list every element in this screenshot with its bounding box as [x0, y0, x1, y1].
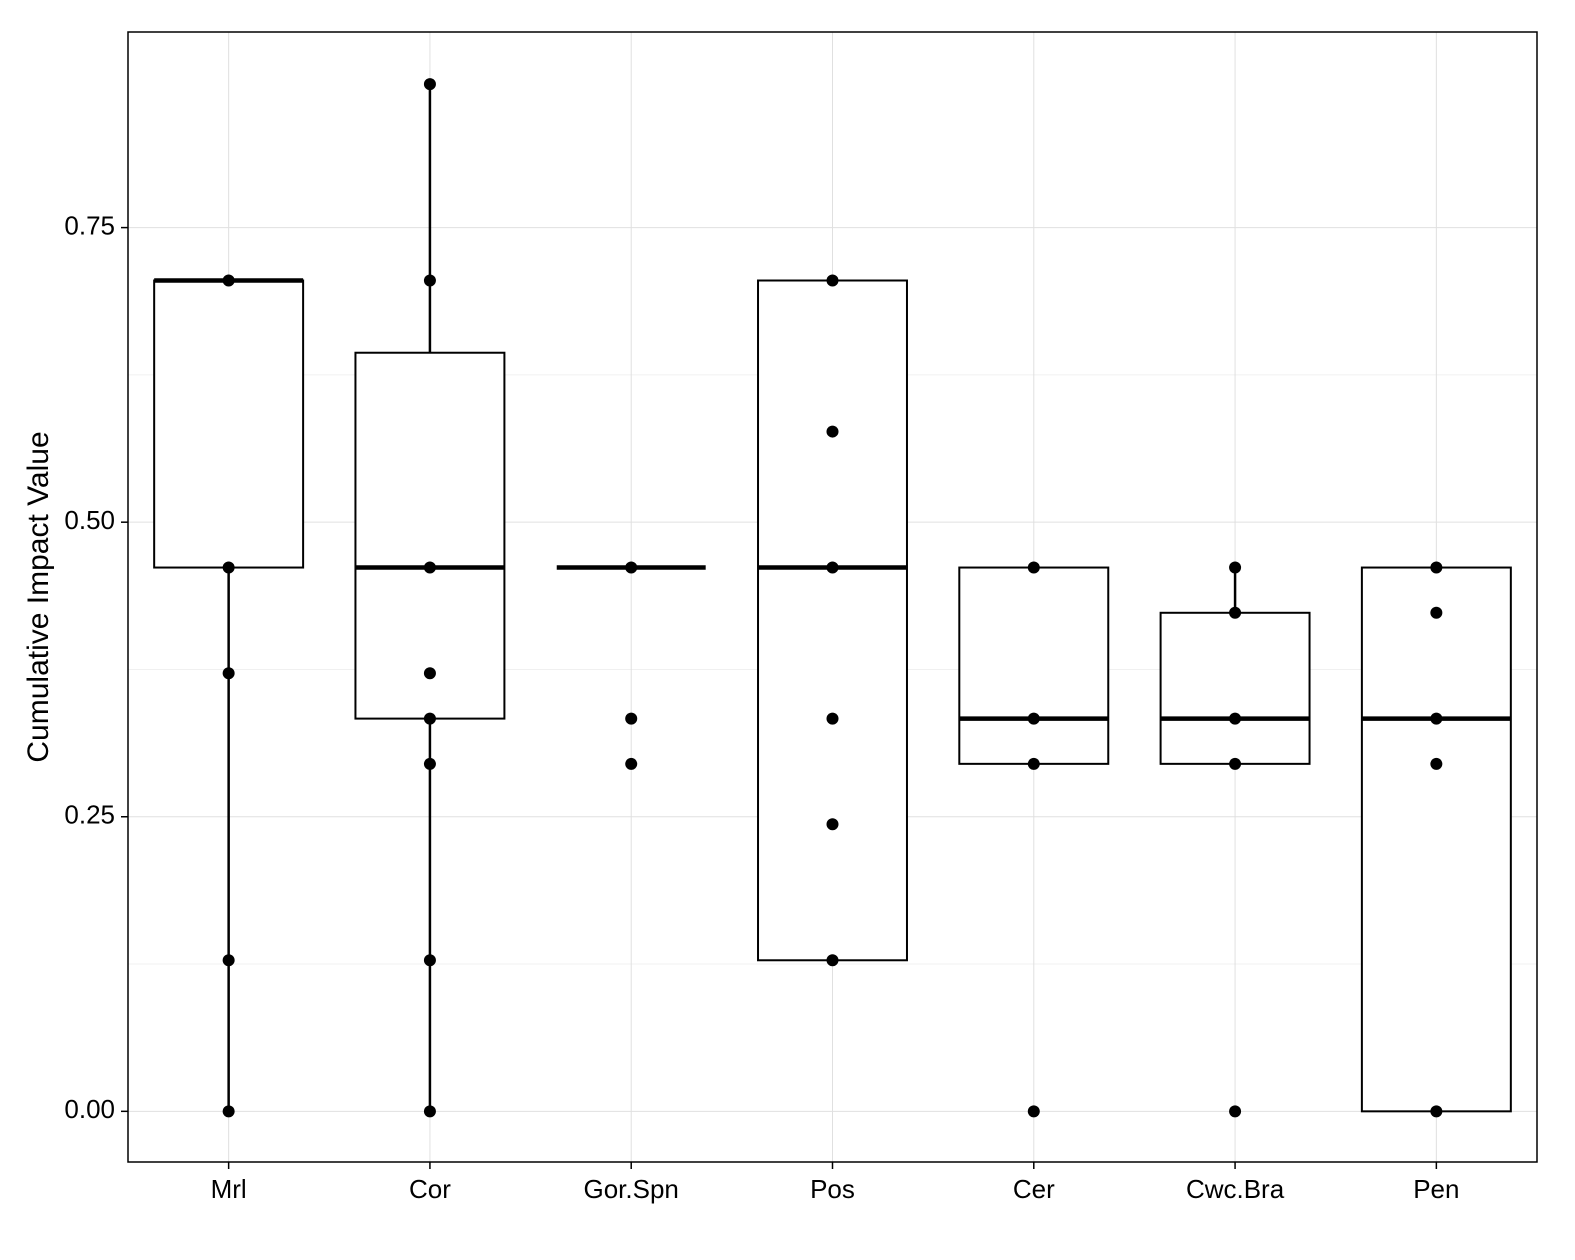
data-point: [423, 1105, 436, 1118]
data-point: [1430, 757, 1443, 770]
box-cwc-bra: [1159, 567, 1311, 765]
data-point: [625, 561, 638, 574]
data-point: [1229, 712, 1242, 725]
data-point: [826, 818, 839, 831]
data-point: [826, 274, 839, 287]
box-iqr: [354, 351, 506, 720]
y-tick-label: 0.25: [64, 800, 115, 830]
data-point: [826, 425, 839, 438]
data-point: [1430, 712, 1443, 725]
data-point: [423, 757, 436, 770]
data-point: [826, 712, 839, 725]
data-point: [1027, 712, 1040, 725]
data-point: [1229, 1105, 1242, 1118]
x-axis-ticks: Mrl Cor Gor.Spn Pos Cer Cwc.Bra Pen: [211, 1162, 1459, 1204]
data-point: [1027, 757, 1040, 770]
data-point: [1229, 561, 1242, 574]
data-point: [625, 757, 638, 770]
data-point: [1027, 561, 1040, 574]
data-point: [423, 561, 436, 574]
data-point: [625, 712, 638, 725]
data-point: [222, 274, 235, 287]
data-point: [1430, 606, 1443, 619]
x-tick-label: Pen: [1413, 1174, 1459, 1204]
data-point: [423, 712, 436, 725]
box-iqr: [958, 566, 1110, 765]
box-iqr: [1360, 566, 1512, 1113]
data-point: [423, 954, 436, 967]
data-point: [1430, 1105, 1443, 1118]
y-tick-label: 0.50: [64, 505, 115, 535]
data-point: [222, 954, 235, 967]
data-points: [222, 78, 1443, 1118]
x-tick-label: Cer: [1013, 1174, 1055, 1204]
x-tick-label: Cwc.Bra: [1186, 1174, 1285, 1204]
y-axis-ticks: 0.00 0.25 0.50 0.75: [64, 210, 128, 1124]
box-pen: [1360, 566, 1512, 1113]
x-tick-label: Pos: [810, 1174, 855, 1204]
y-axis-title: Cumulative Impact Value: [22, 431, 55, 762]
box-iqr: [1159, 611, 1311, 765]
box-cer: [958, 566, 1110, 765]
data-point: [1229, 606, 1242, 619]
data-point: [1229, 757, 1242, 770]
data-point: [826, 561, 839, 574]
data-point: [826, 954, 839, 967]
box-pos: [757, 279, 908, 962]
data-point: [423, 667, 436, 680]
box-iqr: [153, 279, 305, 569]
box-cor: [354, 84, 506, 1112]
data-point: [423, 274, 436, 287]
x-tick-label: Gor.Spn: [584, 1174, 679, 1204]
y-tick-label: 0.00: [64, 1094, 115, 1124]
data-point: [423, 78, 436, 91]
data-point: [1430, 561, 1443, 574]
x-tick-label: Cor: [409, 1174, 451, 1204]
y-tick-label: 0.75: [64, 210, 115, 240]
data-point: [222, 1105, 235, 1118]
data-point: [222, 561, 235, 574]
data-point: [222, 667, 235, 680]
data-point: [1027, 1105, 1040, 1118]
x-tick-label: Mrl: [211, 1174, 247, 1204]
box-iqr: [757, 279, 908, 962]
